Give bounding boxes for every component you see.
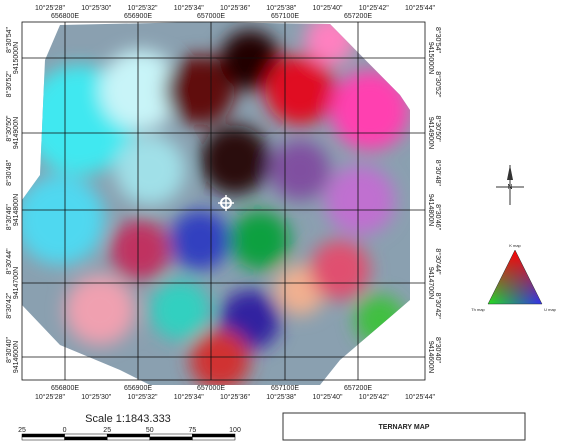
north-arrow: N [496, 165, 524, 205]
bottom-lon-label: 10°25'36" [220, 393, 250, 401]
left-north-label: 9415000N [13, 42, 20, 74]
left-lat-label: 8°30'46" [5, 204, 13, 231]
bottom-lon-label: 10°25'34" [174, 393, 204, 401]
right-lat-label: 8°30'44" [434, 248, 442, 275]
right-lat-label: 8°30'42" [434, 293, 442, 320]
map-page: N K map Th map U map Scale 1:1843.333 25… [0, 0, 567, 445]
ternary-legend: K map Th map U map [471, 243, 556, 312]
scale-segment [192, 437, 235, 440]
left-north-label: 9414600N [13, 341, 20, 373]
scale-tick-label: 100 [229, 427, 241, 434]
bottom-lon-label: 10°25'44" [405, 393, 435, 401]
scale-segment [107, 437, 150, 440]
legend-top: K map [509, 243, 521, 248]
left-north-label: 9414700N [13, 267, 20, 299]
scale-segment [107, 434, 150, 437]
ternary-raster [15, 15, 420, 390]
left-north-label: 9414800N [13, 194, 20, 226]
top-east-label: 657100E [271, 13, 299, 20]
scale-segment [150, 437, 193, 440]
scale-label: Scale 1:1843.333 [85, 413, 171, 425]
top-lon-label: 10°25'28" [35, 4, 65, 12]
bottom-lon-label: 10°25'30" [81, 393, 111, 401]
top-lon-label: 10°25'36" [220, 4, 250, 12]
bottom-east-label: 657100E [271, 385, 299, 392]
top-lon-label: 10°25'30" [81, 4, 111, 12]
map-title: TERNARY MAP [379, 424, 430, 431]
bottom-east-label: 657000E [197, 385, 225, 392]
bottom-east-label: 656900E [124, 385, 152, 392]
right-north-label: 9415000N [427, 42, 434, 74]
bottom-east-label: 657200E [344, 385, 372, 392]
top-lon-label: 10°25'32" [128, 4, 158, 12]
left-lat-label: 8°30'54" [5, 26, 13, 53]
scale-tick-label: 25 [103, 427, 111, 434]
bottom-lon-label: 10°25'38" [266, 393, 296, 401]
left-lat-label: 8°30'40" [5, 336, 13, 363]
right-lat-label: 8°30'48" [434, 160, 442, 187]
scale-tick-label: 0 [63, 427, 67, 434]
right-lat-label: 8°30'54" [434, 27, 442, 54]
bottom-lon-label: 10°25'28" [35, 393, 65, 401]
scale-tick-label: 75 [189, 427, 197, 434]
scale-segment [22, 437, 65, 440]
right-north-label: 9414900N [427, 117, 434, 149]
bottom-lon-label: 10°25'42" [359, 393, 389, 401]
top-east-label: 656900E [124, 13, 152, 20]
north-label: N [507, 184, 512, 191]
left-lat-label: 8°30'42" [5, 292, 13, 319]
right-north-label: 9414800N [427, 194, 434, 226]
scale-segment [150, 434, 193, 437]
top-east-label: 657200E [344, 13, 372, 20]
scale-segment [22, 434, 65, 437]
right-lat-label: 8°30'46" [434, 204, 442, 231]
left-north-label: 9414900N [13, 117, 20, 149]
scale-bar: 25 0 25 50 75 100 [18, 427, 241, 440]
scale-segment [65, 434, 108, 437]
scale-segment [192, 434, 235, 437]
bottom-lon-label: 10°25'32" [128, 393, 158, 401]
bottom-lon-label: 10°25'40" [313, 393, 343, 401]
top-east-label: 657000E [197, 13, 225, 20]
bottom-east-label: 656800E [51, 385, 79, 392]
right-lat-label: 8°30'50" [434, 116, 442, 143]
right-lat-label: 8°30'40" [434, 337, 442, 364]
left-lat-label: 8°30'48" [5, 159, 13, 186]
right-north-label: 9414600N [427, 341, 434, 373]
top-lon-label: 10°25'40" [313, 4, 343, 12]
top-lon-label: 10°25'34" [174, 4, 204, 12]
top-east-label: 656800E [51, 13, 79, 20]
legend-right: U map [544, 307, 557, 312]
top-lon-label: 10°25'44" [405, 4, 435, 12]
left-lat-label: 8°30'50" [5, 115, 13, 142]
scale-tick-label: 50 [146, 427, 154, 434]
scale-tick-label: 25 [18, 427, 26, 434]
right-lat-label: 8°30'52" [434, 71, 442, 98]
scale-segment [65, 437, 108, 440]
left-lat-label: 8°30'52" [5, 71, 13, 98]
top-lon-label: 10°25'38" [266, 4, 296, 12]
right-north-label: 9414700N [427, 267, 434, 299]
left-lat-label: 8°30'44" [5, 248, 13, 275]
legend-left: Th map [471, 307, 485, 312]
top-lon-label: 10°25'42" [359, 4, 389, 12]
